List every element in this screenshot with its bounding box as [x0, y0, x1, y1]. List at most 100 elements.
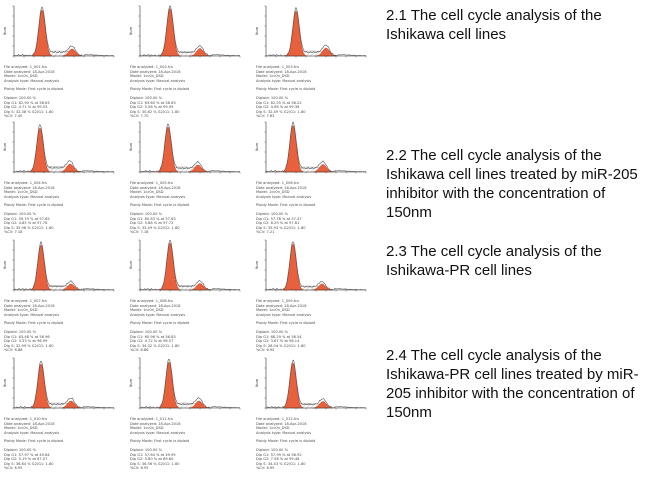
info-line: Diploid: 100.00 %: [4, 95, 37, 100]
info-line: Date analyzed: 18-Apr-2018: [4, 69, 55, 74]
histogram-svg: Num: [129, 239, 241, 292]
histogram-panel: Num File analyzed: 1_010.fcs Date analyzed…: [2, 354, 122, 472]
info-line: Dip G2: 4.72 % at 96.57: [130, 339, 174, 344]
g2-peak: [189, 283, 211, 291]
info-line: Dip G1: 57.64 % at 49.95: [130, 452, 176, 457]
g1-peak: [157, 126, 179, 173]
g2-peak: [60, 283, 82, 291]
info-line: File analyzed: 1_005.fcs: [130, 181, 173, 185]
histogram-svg: Num: [129, 357, 241, 410]
info-line: Diploid: 100.00 %: [256, 447, 289, 452]
info-line: Dip S: 34.32 % G2/G1: 1.80: [130, 343, 180, 348]
histogram-svg: Num: [255, 357, 367, 410]
info-line: Ploidy Mode: First cycle is diploid: [256, 87, 316, 92]
info-line: %CV: 7.70: [130, 114, 149, 119]
analysis-info: File analyzed: 1_012.fcs Date analyzed: 1…: [256, 417, 315, 471]
histogram-curve: [13, 124, 115, 173]
info-line: Dip S: 30.82 % G2/G1: 1.80: [130, 109, 180, 114]
info-line: Ploidy Mode: First cycle is diploid: [130, 87, 190, 92]
histogram-panel: Num File analyzed: 1_011.fcs Date analyzed…: [128, 354, 248, 472]
info-line: %CV: 6.95: [130, 466, 149, 471]
analysis-info: File analyzed: 1_007.fcs Date analyzed: 1…: [4, 299, 63, 353]
info-line: %CV: 7.18: [130, 230, 149, 235]
info-line: Diploid: 100.00 %: [256, 95, 289, 100]
histogram-curve: [265, 7, 367, 57]
histogram-svg: Num: [3, 121, 115, 174]
g2-peak: [311, 283, 333, 291]
g2-peak: [188, 400, 210, 409]
info-line: File analyzed: 1_002.fcs: [130, 65, 173, 69]
info-line: File analyzed: 1_003.fcs: [256, 65, 299, 69]
info-line: Ploidy Mode: First cycle is diploid: [4, 439, 64, 444]
caption-2-4: 2.4 The cell cycle analysis of the Ishik…: [386, 347, 639, 421]
info-line: Ploidy Mode: First cycle is diploid: [4, 203, 64, 208]
info-line: %CV: 6.88: [4, 348, 23, 353]
histogram-panel: Num File analyzed: 1_004.fcs Date analyzed…: [2, 118, 122, 236]
info-line: Model: 1cc0n_DSD: [4, 308, 38, 313]
info-line: Dip G2: 3.53 % at 96.99: [4, 339, 48, 344]
info-line: Model: 1cc0n_DSD: [130, 74, 164, 79]
histogram-panel: Num File analyzed: 1_005.fcs Date analyzed…: [128, 118, 248, 236]
info-line: Diploid: 100.00 %: [130, 95, 163, 100]
info-line: Analysis type: Manual analysis: [130, 430, 186, 435]
histogram-panel: Num File analyzed: 1_009.fcs Date analyzed…: [254, 236, 374, 354]
caption-2-3: 2.3 The cell cycle analysis of the Ishik…: [386, 243, 602, 279]
info-line: Dip G1: 57.97 % at 49.84: [4, 452, 50, 457]
y-axis-label: Num: [129, 260, 133, 269]
info-line: Date analyzed: 18-Apr-2018: [130, 69, 181, 74]
info-line: Analysis type: Manual analysis: [4, 312, 60, 317]
y-axis-label: Num: [129, 142, 133, 151]
info-line: Analysis type: Manual analysis: [4, 430, 60, 435]
analysis-info: File analyzed: 1_010.fcs Date analyzed: 1…: [4, 417, 63, 471]
info-line: Model: 1cc0n_DSD: [130, 308, 164, 313]
info-line: File analyzed: 1_006.fcs: [256, 181, 299, 185]
y-axis-label: Num: [255, 26, 259, 35]
info-line: File analyzed: 1_012.fcs: [256, 417, 299, 421]
g1-peak: [30, 244, 52, 291]
g2-peak: [312, 164, 334, 173]
info-line: Dip G2: 4.96 % at 99.38: [256, 105, 300, 110]
info-line: Analysis type: Manual analysis: [4, 194, 60, 199]
caption-2-2: 2.2 The cell cycle analysis of the Ishik…: [386, 147, 638, 221]
info-line: Diploid: 100.00 %: [4, 329, 37, 334]
info-line: Dip S: 28.04 % G2/G1: 1.80: [256, 343, 306, 348]
info-line: Dip G1: 62.55 % at 58.22: [256, 100, 302, 105]
info-line: File analyzed: 1_009.fcs: [256, 299, 299, 303]
analysis-info: File analyzed: 1_011.fcs Date analyzed: 1…: [130, 417, 189, 471]
info-line: Dip G2: 4.71 % at 99.53: [4, 105, 48, 110]
info-line: Dip S: 36.56 % G2/G1: 1.80: [130, 461, 180, 466]
info-line: Ploidy Mode: First cycle is diploid: [256, 439, 316, 444]
info-line: File analyzed: 1_010.fcs: [4, 417, 47, 421]
histogram-panel: Num File analyzed: 1_003.fcs Date analyzed…: [254, 2, 374, 120]
caption-2-1: 2.1 The cell cycle analysis of the Ishik…: [386, 7, 602, 43]
info-line: Dip G2: 5.88 % at 97.72: [130, 221, 174, 226]
info-line: Diploid: 100.00 %: [4, 447, 37, 452]
g1-peak: [285, 10, 307, 57]
info-line: Model: 1cc0n_DSD: [4, 74, 38, 79]
histogram-curve: [265, 359, 367, 409]
info-line: Date analyzed: 18-Apr-2018: [256, 303, 307, 308]
info-line: Analysis type: Manual analysis: [130, 194, 186, 199]
info-line: Dip G1: 60.96 % at 56.83: [130, 334, 176, 339]
info-line: Model: 1cc0n_DSD: [256, 426, 290, 431]
info-line: Ploidy Mode: First cycle is diploid: [130, 439, 190, 444]
info-line: File analyzed: 1_011.fcs: [130, 417, 173, 421]
analysis-info: File analyzed: 1_003.fcs Date analyzed: 1…: [256, 65, 315, 119]
histogram-curve: [139, 5, 241, 57]
info-line: Dip G1: 57.99 % at 58.92: [256, 452, 302, 457]
info-line: Dip S: 32.49 % G2/G1: 1.80: [256, 109, 306, 114]
g2-peak: [60, 400, 82, 409]
info-line: Dip G1: 63.60 % at 58.63: [130, 100, 176, 105]
info-line: Date analyzed: 18-Apr-2018: [4, 185, 55, 190]
histogram-panel: Num File analyzed: 1_006.fcs Date analyzed…: [254, 118, 374, 236]
g1-peak: [158, 361, 180, 409]
histogram-curve: [139, 123, 241, 173]
info-line: Date analyzed: 18-Apr-2018: [130, 185, 181, 190]
info-line: Date analyzed: 18-Apr-2018: [130, 303, 181, 308]
info-line: Dip G2: 5.58 % at 99.95: [130, 105, 174, 110]
info-line: Dip S: 33.49 % G2/G1: 1.80: [130, 225, 180, 230]
info-line: Analysis type: Manual analysis: [256, 430, 312, 435]
y-axis-label: Num: [255, 142, 259, 151]
analysis-info: File analyzed: 1_002.fcs Date analyzed: 1…: [130, 65, 189, 119]
g2-peak: [187, 164, 209, 173]
